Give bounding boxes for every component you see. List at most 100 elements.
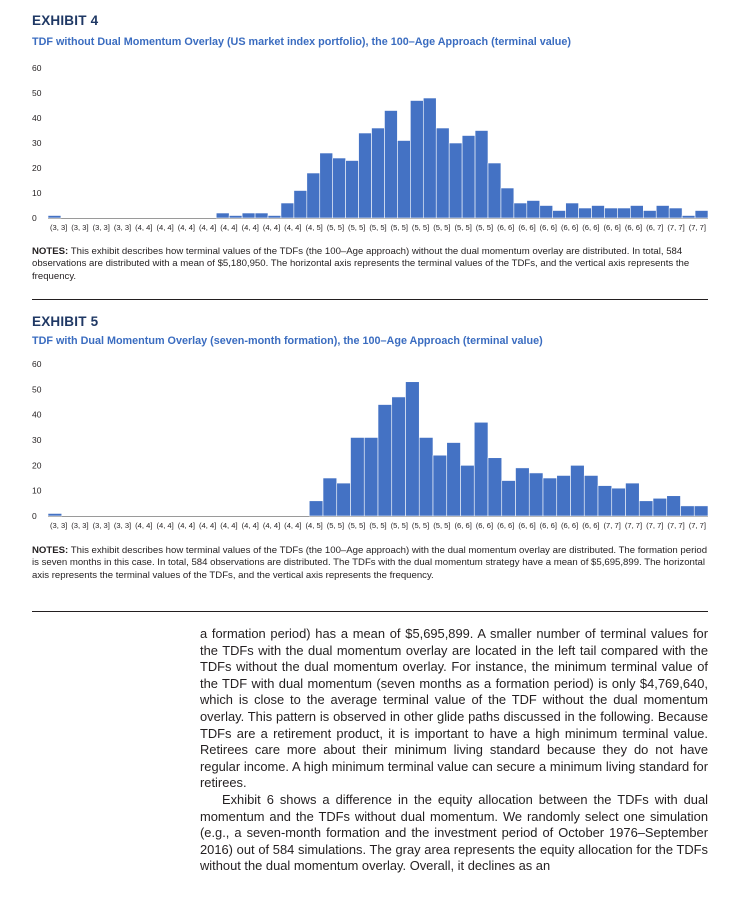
x-tick-label: (4, 4]	[199, 521, 216, 530]
exhibit-4-title: TDF without Dual Momentum Overlay (US ma…	[32, 36, 571, 48]
histogram-bar	[515, 467, 530, 517]
x-tick-label: (6, 6]	[582, 223, 599, 232]
y-tick-label: 0	[32, 511, 37, 521]
histogram-bar	[501, 480, 516, 517]
histogram-bar	[611, 487, 626, 517]
x-tick-label: (3, 3]	[50, 521, 67, 530]
y-tick-label: 20	[32, 163, 42, 173]
histogram-bar	[345, 160, 359, 219]
x-tick-label: (4, 4]	[135, 223, 152, 232]
histogram-bar	[655, 205, 670, 219]
x-tick-label: (5, 5]	[433, 223, 450, 232]
histogram-bar	[630, 205, 644, 219]
x-tick-label: (4, 4]	[242, 223, 259, 232]
histogram-bar	[583, 475, 599, 517]
x-tick-label: (5, 5]	[327, 521, 344, 530]
x-tick-label: (5, 5]	[348, 521, 365, 530]
histogram-bar	[308, 500, 324, 517]
x-tick-label: (3, 3]	[114, 521, 131, 530]
x-tick-label: (4, 4]	[135, 521, 152, 530]
x-tick-label: (6, 6]	[476, 521, 493, 530]
x-tick-label: (5, 5]	[369, 223, 386, 232]
histogram-bar	[215, 212, 230, 219]
histogram-bar	[513, 202, 528, 219]
y-tick-label: 30	[32, 435, 42, 445]
x-tick-label: (6, 6]	[497, 223, 514, 232]
x-tick-label: (5, 5]	[391, 521, 408, 530]
y-tick-label: 50	[32, 88, 42, 98]
histogram-bar	[642, 210, 657, 219]
histogram-bar	[526, 200, 541, 219]
y-tick-label: 50	[32, 384, 42, 394]
x-tick-label: (5, 5]	[412, 521, 429, 530]
x-tick-label: (6, 6]	[561, 521, 578, 530]
y-tick-label: 40	[32, 113, 42, 123]
histogram-bar	[47, 513, 63, 517]
body-text: a formation period) has a mean of $5,695…	[200, 626, 708, 875]
x-tick-label: (3, 3]	[71, 223, 88, 232]
histogram-bar	[565, 202, 579, 219]
x-tick-label: (7, 7]	[646, 521, 663, 530]
x-tick-label: (4, 4]	[156, 521, 173, 530]
histogram-bar	[528, 472, 544, 517]
exhibit-4-chart: 0 10 20 30 40 50 60 (3, 3] (3, 3] (3, 3] (3, 3] (4,…	[30, 58, 710, 238]
x-tick-label: (7, 7]	[667, 223, 684, 232]
body-paragraph: a formation period) has a mean of $5,695…	[200, 626, 708, 791]
histogram-bar	[306, 172, 321, 219]
histogram-bar	[617, 207, 631, 219]
x-tick-label: (6, 6]	[518, 521, 535, 530]
x-tick-label: (7, 7]	[689, 521, 706, 530]
histogram-bar	[350, 437, 365, 517]
x-tick-label: (6, 6]	[625, 223, 642, 232]
histogram-bar	[293, 190, 308, 219]
histogram-bar	[332, 157, 346, 219]
notes-prefix: NOTES:	[32, 246, 69, 257]
histogram-bar	[384, 110, 398, 219]
histogram-bar	[363, 437, 379, 517]
y-tick-label: 10	[32, 486, 42, 496]
x-tick-label: (7, 7]	[689, 223, 706, 232]
histogram-bar	[435, 127, 450, 219]
x-tick-label: (4, 4]	[284, 521, 301, 530]
x-tick-label: (5, 5]	[412, 223, 429, 232]
x-tick-label: (6, 6]	[518, 223, 535, 232]
histogram-bar	[254, 212, 269, 219]
histogram-bar	[397, 140, 411, 219]
notes-text: This exhibit describes how terminal valu…	[32, 545, 708, 581]
histogram-bar	[461, 135, 476, 219]
x-tick-label: (3, 3]	[93, 223, 110, 232]
histogram-bar	[241, 212, 256, 219]
x-tick-label: (4, 4]	[178, 521, 195, 530]
histogram-bar	[377, 404, 393, 517]
x-tick-label: (3, 3]	[114, 223, 131, 232]
x-tick-label: (6, 6]	[540, 521, 557, 530]
divider	[32, 611, 708, 612]
histogram-bar	[666, 495, 681, 517]
exhibit-5-histogram: 0 10 20 30 40 50 60 (3, 3] (3, 3] (3, 3] (3, 3] (4,…	[32, 359, 709, 530]
histogram-bar	[668, 207, 683, 219]
exhibit-5-chart: 0 10 20 30 40 50 60 (3, 3] (3, 3] (3, 3] (3, 3] (4,…	[30, 358, 710, 534]
exhibit-5-notes: NOTES: This exhibit describes how termin…	[32, 545, 708, 582]
histogram-bar	[542, 477, 558, 517]
x-tick-label: (7, 7]	[625, 521, 642, 530]
histogram-bar	[391, 396, 406, 517]
x-tick-label: (4, 4]	[242, 521, 259, 530]
x-tick-label: (4, 4]	[156, 223, 173, 232]
x-tick-label: (4, 5]	[305, 521, 322, 530]
x-tick-label: (6, 6]	[455, 521, 472, 530]
histogram-bar	[371, 127, 385, 219]
x-tick-label: (4, 4]	[284, 223, 301, 232]
histogram-bar	[280, 202, 295, 219]
x-tick-label: (5, 5]	[369, 521, 386, 530]
x-tick-label: (6, 6]	[497, 521, 514, 530]
y-tick-label: 40	[32, 410, 42, 420]
histogram-bar	[539, 205, 554, 219]
exhibit-5-label: EXHIBIT 5	[32, 314, 99, 329]
histogram-bar	[47, 215, 62, 219]
histogram-bar	[446, 442, 461, 517]
histogram-bar	[556, 475, 571, 517]
x-tick-label: (3, 3]	[50, 223, 67, 232]
histogram-bar	[625, 482, 640, 517]
histogram-bar	[228, 215, 243, 219]
x-tick-label: (3, 3]	[71, 521, 88, 530]
